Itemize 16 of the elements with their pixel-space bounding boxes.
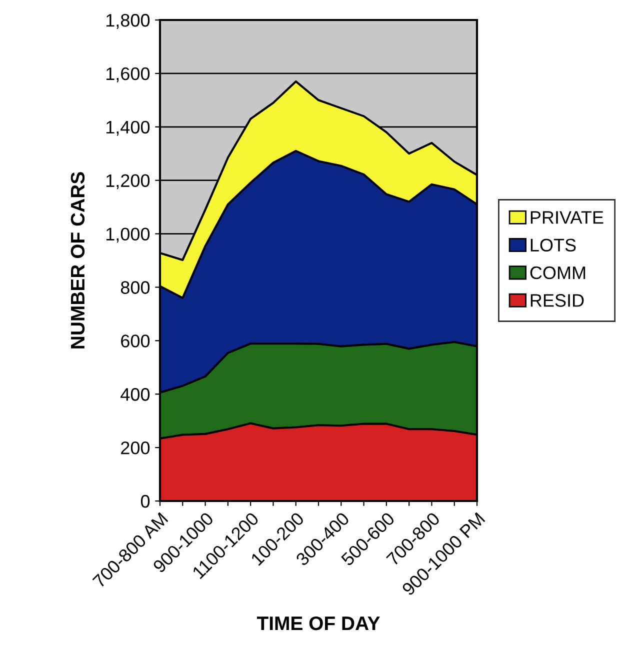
y-tick-label: 1,800 [106, 14, 150, 29]
y-tick-label: 200 [121, 441, 150, 454]
y-tick-label: 600 [121, 334, 150, 348]
y-tick-label: 0 [140, 494, 150, 508]
y-tick-label: 800 [120, 281, 150, 294]
legend-label: LOTS [530, 238, 576, 252]
legend-label: RESID [530, 294, 584, 307]
y-axis-title: NUMBER OF CARS [70, 172, 85, 348]
y-tick-label: 1,000 [106, 228, 150, 243]
y-tick-label: 1,200 [106, 174, 150, 190]
y-tick-label: 1,600 [106, 67, 150, 82]
x-axis-title: TIME OF DAY [256, 616, 380, 630]
legend-label: COMM [530, 266, 586, 280]
y-tick-label: 400 [120, 388, 150, 401]
legend-label: PRIVATE [530, 211, 604, 224]
y-tick-label: 1,400 [106, 120, 150, 136]
